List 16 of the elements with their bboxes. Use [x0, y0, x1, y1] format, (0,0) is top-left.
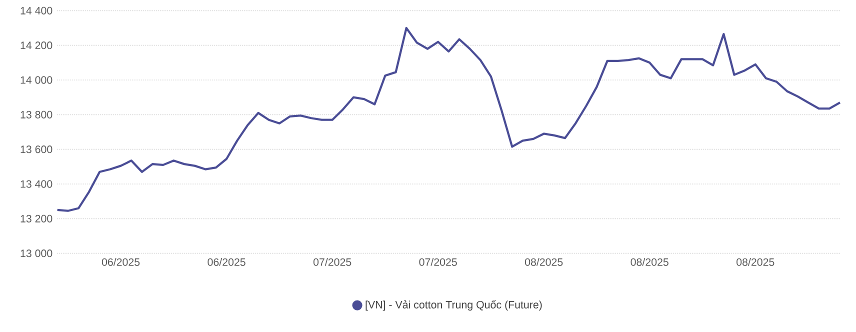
- x-tick-label: 07/2025: [313, 258, 352, 266]
- legend-label: [VN] - Vải cotton Trung Quốc (Future): [366, 300, 542, 311]
- x-tick-label: 06/2025: [208, 258, 246, 266]
- y-tick-label: 13 400: [20, 180, 52, 188]
- y-tick-label: 13 800: [20, 110, 52, 118]
- y-tick-label: 13 000: [20, 250, 52, 258]
- x-tick-label: 08/2025: [524, 258, 563, 266]
- x-tick-label: 08/2025: [630, 258, 668, 266]
- y-tick-label: 13 200: [20, 214, 52, 222]
- y-tick-label: 14 000: [20, 76, 52, 84]
- y-tick-label: 13 600: [20, 146, 52, 154]
- y-tick-label: 14 400: [20, 6, 52, 14]
- y-tick-label: 14 200: [20, 42, 52, 50]
- x-tick-label: 07/2025: [419, 258, 457, 266]
- x-tick-label: 08/2025: [736, 258, 774, 266]
- x-tick-label: 06/2025: [102, 258, 140, 266]
